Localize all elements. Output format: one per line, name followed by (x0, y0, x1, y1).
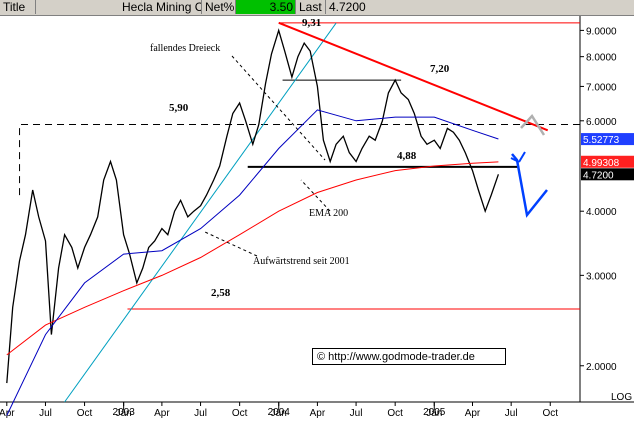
y-tick-label: 8.0000 (586, 53, 617, 64)
price-badge-box (581, 133, 634, 146)
y-tick-label: 2.0000 (586, 362, 617, 373)
copyright-box: © http://www.godmode-trader.de (312, 348, 506, 365)
forecast-blue-path (511, 153, 548, 218)
instrument-name: Hecla Mining Co (36, 0, 202, 14)
chart-header-bar: Title Hecla Mining Co Net% 3.50 Last 4.7… (0, 0, 634, 16)
price-series-line (6, 28, 500, 384)
x-tick-label: Apr (310, 408, 326, 419)
y-tick-label: 4.0000 (586, 207, 617, 218)
price-badge-box (581, 168, 634, 181)
x-tick-label: Jul (194, 408, 207, 419)
x-tick-label: Oct (77, 408, 93, 419)
netpct-label: Net% (202, 0, 236, 14)
label-fallendes-dreieck: fallendes Dreieck (150, 43, 220, 54)
falling-triangle-line (278, 21, 549, 132)
title-label: Title (0, 0, 36, 14)
resistance-line-5-90 (19, 124, 580, 196)
forecast-blue-arrowhead (510, 151, 526, 163)
ma-blue-series-line (6, 109, 499, 416)
y-tick-label: 3.0000 (586, 271, 617, 282)
label-5-90: 5,90 (169, 102, 189, 114)
label-7-20: 7,20 (430, 63, 450, 75)
ema-leader-line (300, 179, 331, 212)
price-badge-label: 4.7200 (583, 170, 614, 181)
x-tick-label: Jul (39, 408, 52, 419)
x-tick-label: Jul (505, 408, 518, 419)
last-label: Last (296, 0, 326, 14)
x-tick-label: Oct (232, 408, 248, 419)
netpct-value: 3.50 (236, 0, 296, 14)
x-tick-label: Apr (465, 408, 481, 419)
uptrend-line (64, 22, 337, 403)
price-badge-box (581, 155, 634, 168)
trend-leader-line (204, 231, 258, 257)
label-2-58: 2,58 (211, 287, 231, 299)
x-tick-label: Jan (426, 408, 442, 419)
dreieck-leader-line (231, 55, 326, 161)
ema200-series-line (6, 161, 499, 356)
label-4-88: 4,88 (397, 150, 417, 162)
last-value: 4.7200 (329, 0, 366, 14)
label-aufwaertstrend: Aufwärtstrend seit 2001 (253, 256, 350, 267)
price-badge-label: 4.99308 (583, 158, 620, 169)
x-year-label: 2004 (268, 407, 291, 418)
copyright-url: http://www.godmode-trader.de (328, 351, 475, 363)
y-tick-label: 7.0000 (586, 82, 617, 93)
label-9-31: 9,31 (302, 17, 321, 29)
forecast-grey-path (520, 113, 546, 136)
y-scale-label: LOG (611, 392, 632, 403)
x-tick-label: Jul (350, 408, 363, 419)
label-ema-200: EMA 200 (309, 208, 348, 219)
x-year-label: 2003 (113, 407, 136, 418)
price-badge-label: 5.52773 (583, 135, 620, 146)
x-year-label: 2005 (423, 407, 446, 418)
y-tick-label: 6.0000 (586, 117, 617, 128)
copyright-symbol: © (317, 351, 326, 363)
x-tick-label: Apr (154, 408, 170, 419)
x-tick-label: Jan (271, 408, 287, 419)
x-tick-label: Oct (542, 408, 558, 419)
y-tick-label: 9.0000 (586, 26, 617, 37)
x-tick-label: Oct (387, 408, 403, 419)
x-tick-label: Jan (116, 408, 132, 419)
